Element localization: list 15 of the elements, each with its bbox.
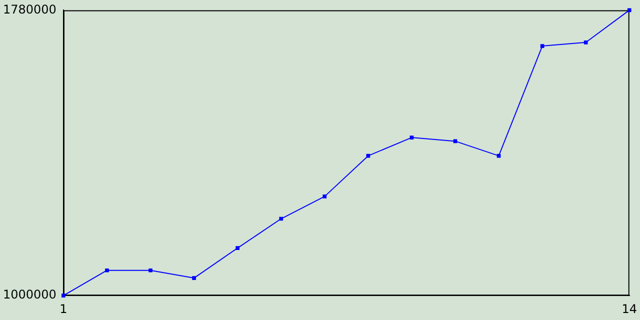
point [540, 44, 544, 48]
y-tick-label: 1000000 [2, 288, 56, 302]
x-tick-label: 1 [60, 302, 68, 316]
y-tick-label: 1780000 [2, 2, 56, 16]
point [62, 294, 66, 298]
point [148, 268, 152, 272]
point [410, 136, 414, 140]
point [192, 276, 196, 280]
point [627, 8, 632, 12]
x-tick-label: 14 [622, 302, 638, 316]
point [322, 194, 327, 198]
point [584, 40, 588, 44]
point [236, 246, 240, 250]
point [105, 268, 109, 272]
point [279, 216, 284, 221]
